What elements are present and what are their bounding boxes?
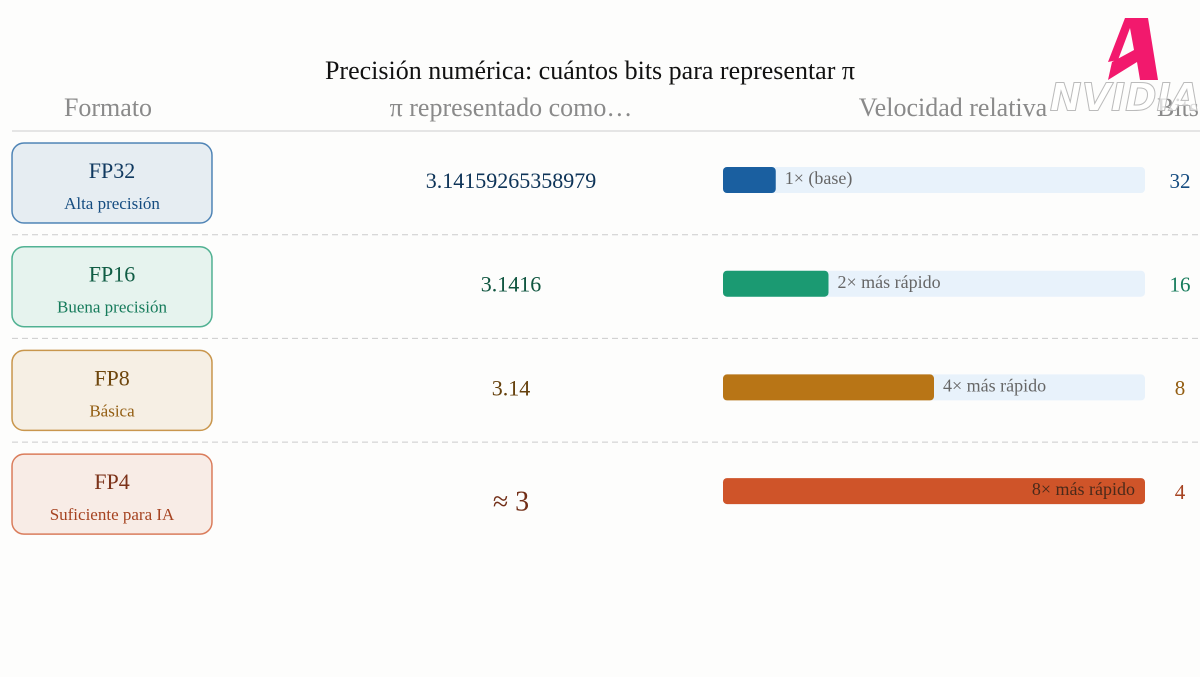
title: Precisión numérica: cuántos bits para re… (325, 56, 855, 85)
speed-label: 1× (base) (785, 168, 853, 189)
format-name: FP4 (94, 469, 129, 494)
logo (1108, 18, 1158, 80)
pi-value: ≈ 3 (493, 487, 529, 518)
format-box (11, 349, 213, 432)
format-description: Alta precisión (64, 194, 160, 213)
header: π representado como… (390, 93, 633, 122)
pi-value: 3.14 (492, 375, 531, 400)
speed-label: 4× más rápido (943, 376, 1046, 396)
bits-value: 8 (1175, 376, 1186, 400)
bits-value: 4 (1175, 480, 1186, 504)
speed-bar (723, 167, 776, 193)
watermark: NVIDIA (1050, 76, 1200, 120)
format-name: FP32 (89, 158, 135, 183)
bits-value: 16 (1170, 273, 1191, 297)
header: Formato (64, 93, 152, 122)
speed-label: 8× más rápido (1032, 479, 1135, 499)
format-description: Suficiente para IA (50, 505, 175, 524)
speed-bar (723, 478, 1145, 505)
format-box (11, 453, 213, 535)
pi-value: 3.1416 (481, 272, 542, 297)
speed-label: 2× más rápido (838, 272, 941, 292)
pi-value: 3.14159265358979 (426, 168, 597, 193)
format-box (11, 142, 213, 224)
format-box (11, 245, 213, 328)
speed-bar (723, 374, 934, 401)
header: Velocidad relativa (859, 93, 1048, 122)
format-description: Básica (89, 401, 135, 420)
bits-value: 32 (1170, 169, 1191, 193)
format-name: FP8 (94, 365, 129, 390)
format-name: FP16 (89, 262, 135, 287)
header: Bits (1157, 93, 1199, 122)
format-description: Buena precisión (57, 298, 167, 317)
speed-bar (723, 270, 829, 297)
bar-track (723, 167, 1145, 193)
